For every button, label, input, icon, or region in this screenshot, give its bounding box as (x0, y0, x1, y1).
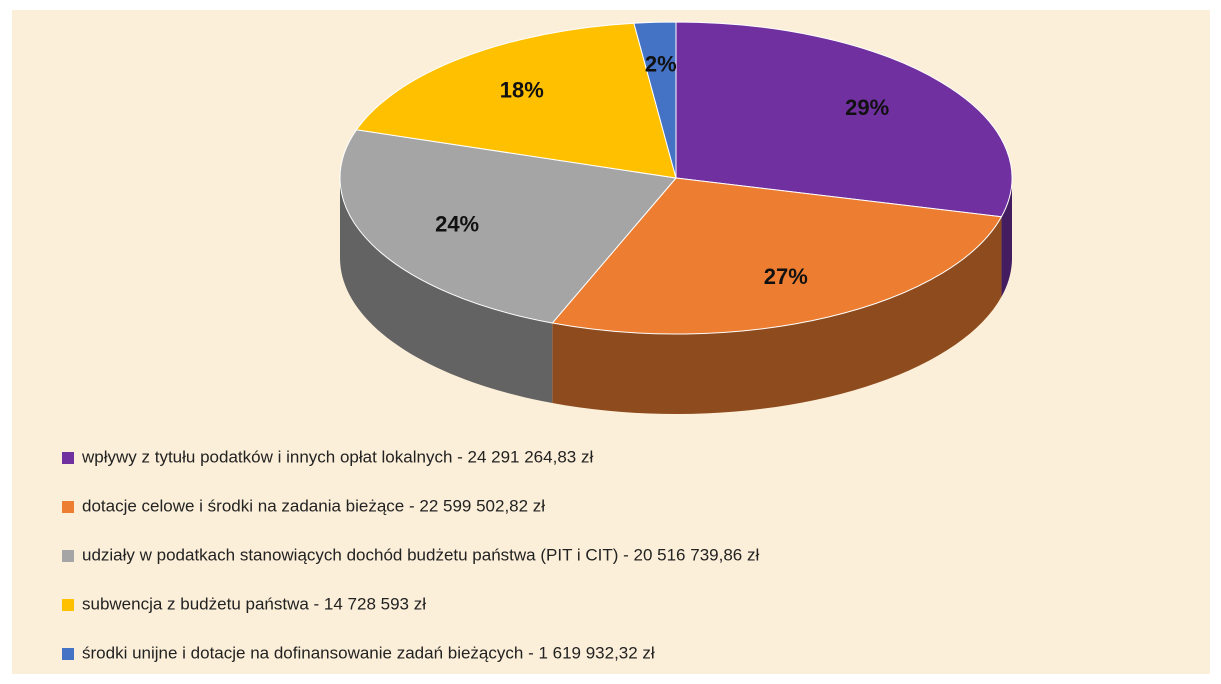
legend-label: udziały w podatkach stanowiących dochód … (82, 545, 759, 564)
legend-swatch (62, 501, 74, 513)
slice (633, 21, 677, 179)
legend-label: subwencja z budżetu państwa - 14 728 593… (82, 594, 426, 613)
slice (551, 177, 1003, 335)
data-label: 27% (764, 264, 808, 289)
legend-label: środki unijne i dotacje na dofinansowani… (82, 643, 655, 662)
legend-swatch (62, 599, 74, 611)
slice (355, 22, 677, 179)
legend-swatch (62, 648, 74, 660)
slice (675, 21, 1013, 218)
data-label: 29% (845, 95, 889, 120)
data-label: 24% (435, 212, 479, 237)
legend-label: dotacje celowe i środki na zadania bieżą… (82, 496, 545, 515)
slice-side (552, 216, 1002, 414)
data-label: 18% (500, 77, 544, 102)
slice-side (340, 178, 553, 404)
legend-swatch (62, 452, 74, 464)
data-label: 2% (645, 52, 677, 77)
legend-swatch (62, 550, 74, 562)
legend-label: wpływy z tytułu podatków i innych opłat … (81, 447, 593, 466)
slice (339, 129, 677, 324)
slice-side (1001, 178, 1012, 297)
